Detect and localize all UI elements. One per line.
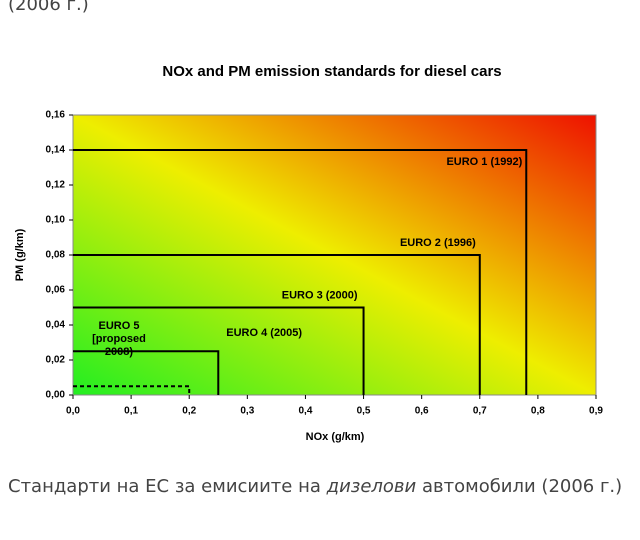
y-tick-label: 0,06 [46, 285, 66, 296]
box-label: EURO 4 (2005) [226, 327, 302, 339]
y-tick-label: 0,00 [46, 390, 66, 401]
limit-box [73, 306, 365, 395]
x-tick-label: 0,7 [473, 406, 487, 417]
box-label: EURO 2 (1996) [400, 237, 476, 249]
chart: NOx and PM emission standards for diesel… [14, 63, 603, 443]
limit-box [73, 350, 220, 395]
chart-title: NOx and PM emission standards for diesel… [162, 63, 501, 80]
y-tick-label: 0,02 [46, 355, 66, 366]
y-tick-label: 0,04 [46, 320, 66, 331]
y-tick-label: 0,14 [46, 145, 66, 156]
x-tick-label: 0,9 [589, 406, 603, 417]
caption-text: Стандарти на ЕС за емисиите на [8, 476, 327, 497]
previous-caption: (2006 г.) [8, 0, 89, 15]
x-axis-label: NOx (g/km) [306, 431, 365, 443]
limit-box [73, 254, 481, 395]
limit-box [73, 385, 191, 395]
caption-italic: дизелови [326, 476, 417, 497]
x-tick-label: 0,8 [531, 406, 545, 417]
x-tick-label: 0,5 [357, 406, 371, 417]
x-tick-label: 0,3 [240, 406, 254, 417]
y-tick-label: 0,12 [46, 180, 66, 191]
y-tick-label: 0,10 [46, 215, 66, 226]
box-label-wrap: EURO 5 [proposed 2008) [92, 319, 146, 358]
y-tick-label: 0,08 [46, 250, 66, 261]
caption-text: автомобили (2006 г.) [416, 476, 623, 497]
box-label: EURO 3 (2000) [282, 289, 358, 301]
x-tick-label: 0,1 [124, 406, 138, 417]
limit-box [73, 149, 528, 395]
caption: Стандарти на ЕС за емисиите на дизелови … [8, 470, 633, 504]
x-tick-label: 0,0 [66, 406, 80, 417]
y-tick-label: 0,16 [46, 110, 66, 121]
y-axis-label: PM (g/km) [14, 228, 26, 281]
box-label: EURO 5 [proposed 2008) [92, 319, 146, 358]
x-tick-label: 0,4 [298, 406, 312, 417]
x-tick-label: 0,2 [182, 406, 196, 417]
box-label: EURO 1 (1992) [446, 156, 522, 168]
x-tick-label: 0,6 [415, 406, 429, 417]
